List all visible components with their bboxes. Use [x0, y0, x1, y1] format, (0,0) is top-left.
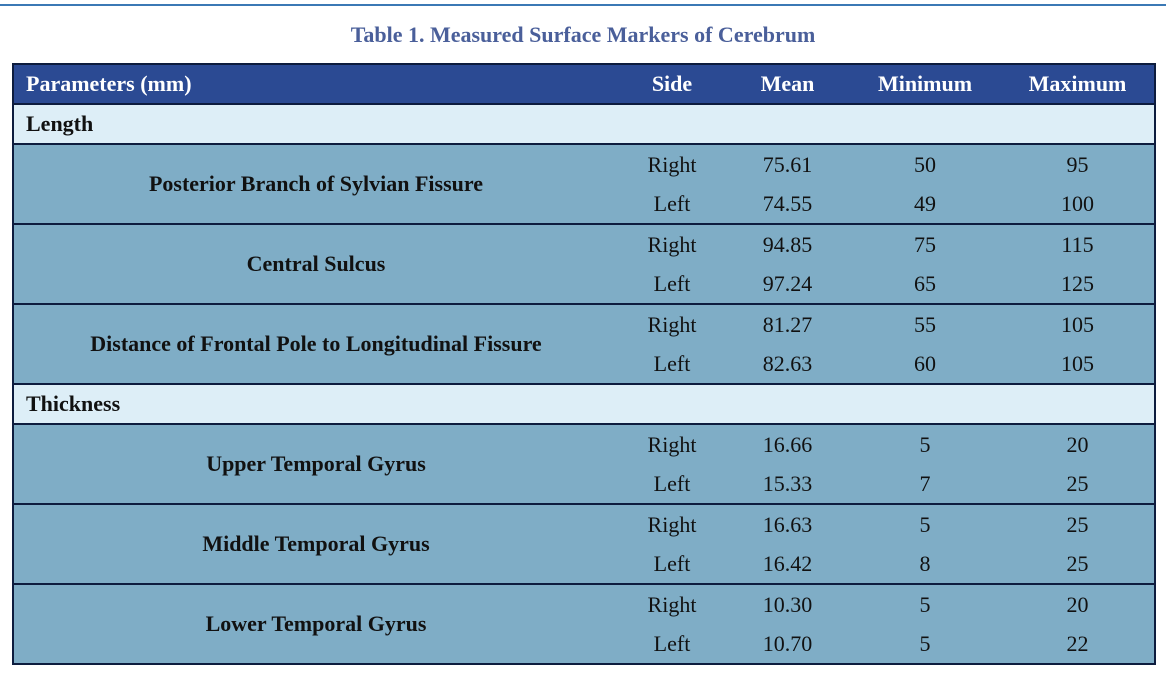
- table-row: Left 16.42 8 25: [13, 544, 1156, 585]
- maximum-cell: 25: [1001, 464, 1156, 505]
- header-side: Side: [618, 63, 726, 105]
- maximum-cell: 105: [1001, 303, 1156, 344]
- table-row: Left 74.55 49 100: [13, 184, 1156, 225]
- parameter-name: Upper Temporal Gyrus: [12, 423, 618, 505]
- table-row: Lower Temporal Gyrus Right 10.30 5 20: [12, 583, 1156, 665]
- table-row: Middle Temporal Gyrus Right 16.63 5 25: [12, 503, 1156, 585]
- parameter-name: Distance of Frontal Pole to Longitudinal…: [12, 303, 618, 385]
- maximum-cell: 20: [1001, 583, 1156, 624]
- section-row: Length: [12, 103, 1156, 145]
- side-cell: Left: [618, 464, 726, 505]
- minimum-cell: 5: [849, 583, 1001, 624]
- side-cell: Left: [618, 624, 726, 665]
- maximum-cell: 22: [1001, 624, 1156, 665]
- mean-cell: 16.63: [726, 503, 849, 544]
- mean-cell: 97.24: [726, 264, 849, 305]
- minimum-cell: 7: [849, 464, 1001, 505]
- side-cell: Right: [618, 303, 726, 344]
- side-cell: Left: [618, 264, 726, 305]
- table-header: Parameters (mm) Side Mean Minimum Maximu…: [12, 63, 1156, 105]
- minimum-cell: 55: [849, 303, 1001, 344]
- mean-cell: 81.27: [726, 303, 849, 344]
- maximum-cell: 125: [1001, 264, 1156, 305]
- header-parameters: Parameters (mm): [12, 63, 618, 105]
- table-row: Posterior Branch of Sylvian Fissure Right…: [12, 143, 1156, 225]
- side-cell: Right: [618, 583, 726, 624]
- top-rule: [0, 4, 1166, 6]
- table-row: Left 15.33 7 25: [13, 464, 1156, 505]
- mean-cell: 16.66: [726, 423, 849, 464]
- header-mean: Mean: [726, 63, 849, 105]
- data-table: Parameters (mm) Side Mean Minimum Maximu…: [12, 63, 1156, 665]
- parameter-name: Posterior Branch of Sylvian Fissure: [12, 143, 618, 225]
- table-row: Upper Temporal Gyrus Right 16.66 5 20: [12, 423, 1156, 505]
- maximum-cell: 100: [1001, 184, 1156, 225]
- mean-cell: 10.70: [726, 624, 849, 665]
- mean-cell: 94.85: [726, 223, 849, 264]
- mean-cell: 75.61: [726, 143, 849, 184]
- side-cell: Right: [618, 423, 726, 464]
- minimum-cell: 60: [849, 344, 1001, 385]
- side-cell: Left: [618, 544, 726, 585]
- minimum-cell: 5: [849, 624, 1001, 665]
- parameter-name: Middle Temporal Gyrus: [12, 503, 618, 585]
- parameter-name: Lower Temporal Gyrus: [12, 583, 618, 665]
- header-maximum: Maximum: [1001, 63, 1156, 105]
- maximum-cell: 95: [1001, 143, 1156, 184]
- mean-cell: 82.63: [726, 344, 849, 385]
- table-caption: Table 1. Measured Surface Markers of Cer…: [350, 22, 816, 47]
- side-cell: Left: [618, 184, 726, 225]
- maximum-cell: 105: [1001, 344, 1156, 385]
- table-row: Left 10.70 5 22: [13, 624, 1156, 665]
- section-title: Thickness: [12, 383, 1156, 425]
- section-title: Length: [12, 103, 1156, 145]
- mean-cell: 15.33: [726, 464, 849, 505]
- maximum-cell: 115: [1001, 223, 1156, 264]
- minimum-cell: 65: [849, 264, 1001, 305]
- side-cell: Left: [618, 344, 726, 385]
- table-body: Length Posterior Branch of Sylvian Fissur…: [12, 103, 1156, 665]
- header-row: Parameters (mm) Side Mean Minimum Maximu…: [12, 63, 1156, 105]
- maximum-cell: 20: [1001, 423, 1156, 464]
- maximum-cell: 25: [1001, 544, 1156, 585]
- minimum-cell: 75: [849, 223, 1001, 264]
- table-row: Distance of Frontal Pole to Longitudinal…: [12, 303, 1156, 385]
- side-cell: Right: [618, 143, 726, 184]
- minimum-cell: 5: [849, 423, 1001, 464]
- mean-cell: 10.30: [726, 583, 849, 624]
- mean-cell: 16.42: [726, 544, 849, 585]
- header-minimum: Minimum: [849, 63, 1001, 105]
- table-row: Left 97.24 65 125: [13, 264, 1156, 305]
- table-row: Left 82.63 60 105: [13, 344, 1156, 385]
- maximum-cell: 25: [1001, 503, 1156, 544]
- side-cell: Right: [618, 503, 726, 544]
- minimum-cell: 50: [849, 143, 1001, 184]
- side-cell: Right: [618, 223, 726, 264]
- section-row: Thickness: [12, 383, 1156, 425]
- minimum-cell: 8: [849, 544, 1001, 585]
- parameter-name: Central Sulcus: [12, 223, 618, 305]
- table-row: Central Sulcus Right 94.85 75 115: [12, 223, 1156, 305]
- minimum-cell: 5: [849, 503, 1001, 544]
- minimum-cell: 49: [849, 184, 1001, 225]
- mean-cell: 74.55: [726, 184, 849, 225]
